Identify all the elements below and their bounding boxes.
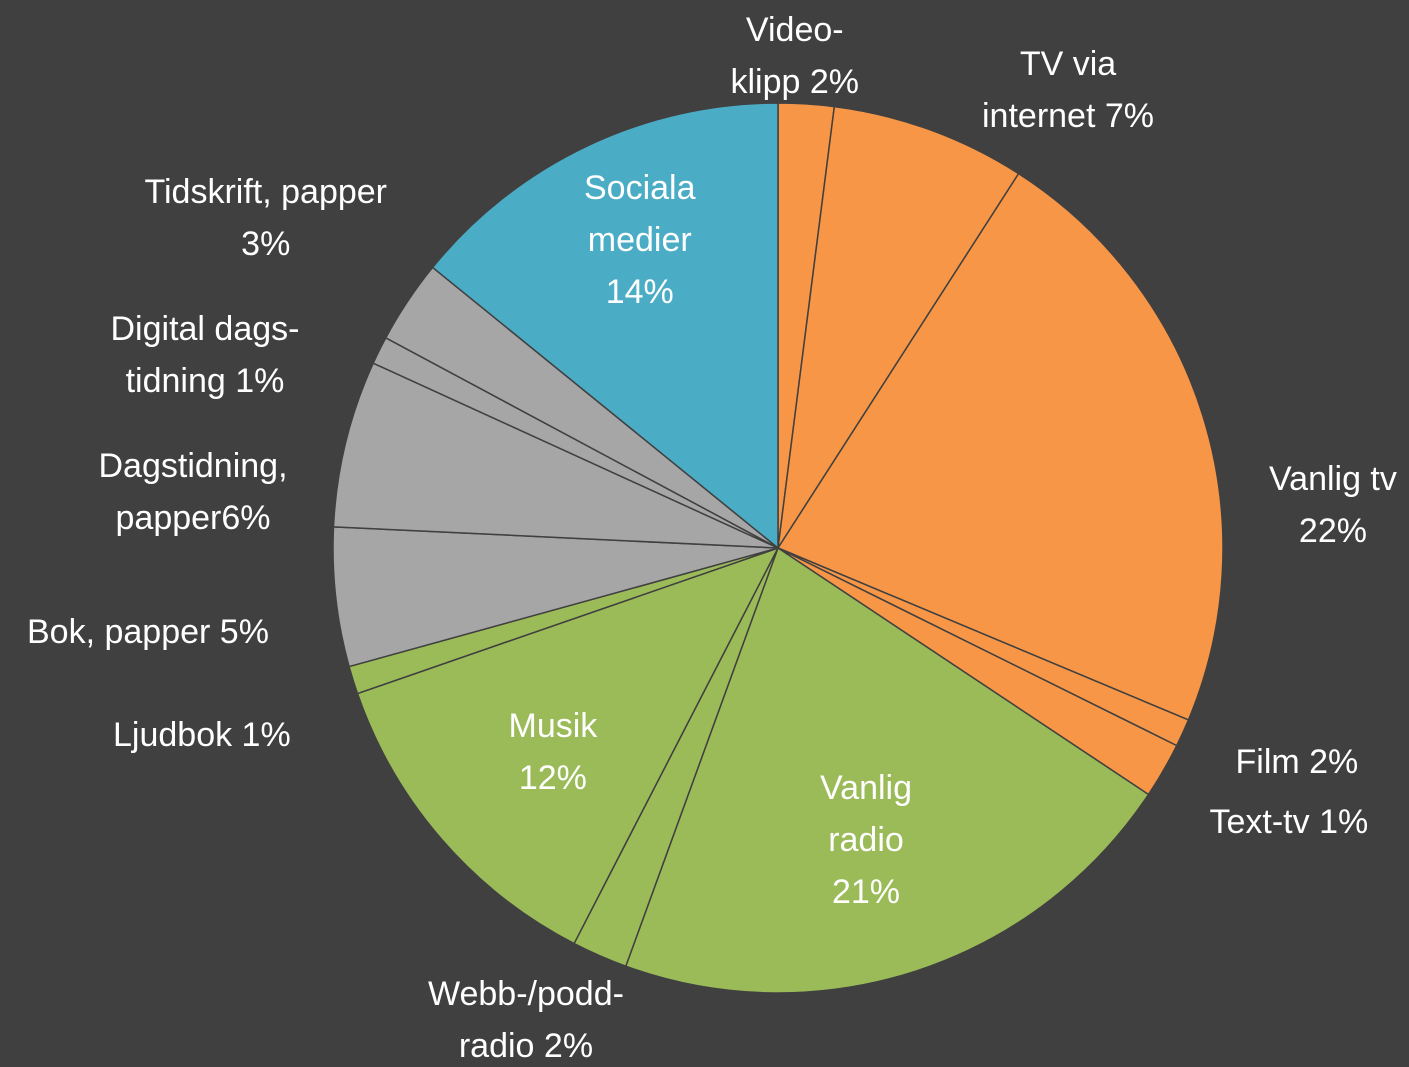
slice-label-line: Dagstidning, xyxy=(98,447,288,485)
slice-label: Film 2% xyxy=(1236,736,1359,788)
slice-label-line: internet 7% xyxy=(982,97,1154,135)
slice-label: Digital dags-tidning 1% xyxy=(111,303,300,407)
slice-label-line: papper6% xyxy=(115,499,271,537)
slice-label: Dagstidning, papper6% xyxy=(99,440,288,544)
slice-label-line: Webb-/podd- xyxy=(428,975,624,1013)
slice-label: Sociala medier 14% xyxy=(584,162,696,318)
slice-label-line: Sociala xyxy=(584,169,696,207)
slice-label-line: Vanlig xyxy=(820,769,912,807)
slice-label-line: tidning 1% xyxy=(125,362,285,400)
slice-label-line: Vanlig tv xyxy=(1269,460,1397,498)
pie-slice xyxy=(777,105,1020,549)
pie-slice xyxy=(332,526,779,668)
slice-label-line: Digital dags- xyxy=(110,310,300,348)
slice-label-line: 12% xyxy=(518,759,587,797)
slice-label: Musik 12% xyxy=(509,700,598,804)
slice-label: Text-tv 1% xyxy=(1210,796,1369,848)
slice-label-line: Tidskrift, papper xyxy=(144,173,388,211)
slice-label-line: Film 2% xyxy=(1235,743,1359,781)
slice-label-line: Text-tv 1% xyxy=(1209,803,1369,841)
slice-label: Vanlig tv 22% xyxy=(1269,453,1397,557)
slice-label: Bok, papper 5% xyxy=(27,606,269,658)
pie-slice xyxy=(431,102,779,549)
slice-label-line: 14% xyxy=(605,273,674,311)
slice-label-line: 22% xyxy=(1298,512,1367,550)
slice-label-line: klipp 2% xyxy=(730,63,860,101)
slice-label-line: 21% xyxy=(831,873,901,911)
slice-label-line: radio xyxy=(828,821,904,859)
pie-slice xyxy=(332,362,779,549)
pie-slice xyxy=(356,547,779,945)
slice-label: Vanlig radio 21% xyxy=(820,762,912,918)
pie-slice xyxy=(777,172,1224,721)
slice-label: Ljudbok 1% xyxy=(113,709,291,761)
slice-label-line: TV via xyxy=(1019,45,1117,83)
slice-label: TV via internet 7% xyxy=(982,38,1154,142)
slice-label-line: Bok, papper 5% xyxy=(27,613,269,651)
slice-label-line: Video- xyxy=(745,11,844,49)
slice-label-line: radio 2% xyxy=(458,1027,594,1065)
slice-label: Tidskrift, papper 3% xyxy=(145,166,388,270)
slice-label: Webb-/podd-radio 2% xyxy=(428,968,624,1067)
slice-label-line: medier xyxy=(587,221,692,259)
slice-label-line: Ljudbok 1% xyxy=(113,716,291,754)
slice-label-line: Musik xyxy=(508,707,598,745)
pie-slice xyxy=(625,547,1150,994)
slice-label: Video-klipp 2% xyxy=(731,4,860,108)
slice-label-line: 3% xyxy=(241,225,291,263)
